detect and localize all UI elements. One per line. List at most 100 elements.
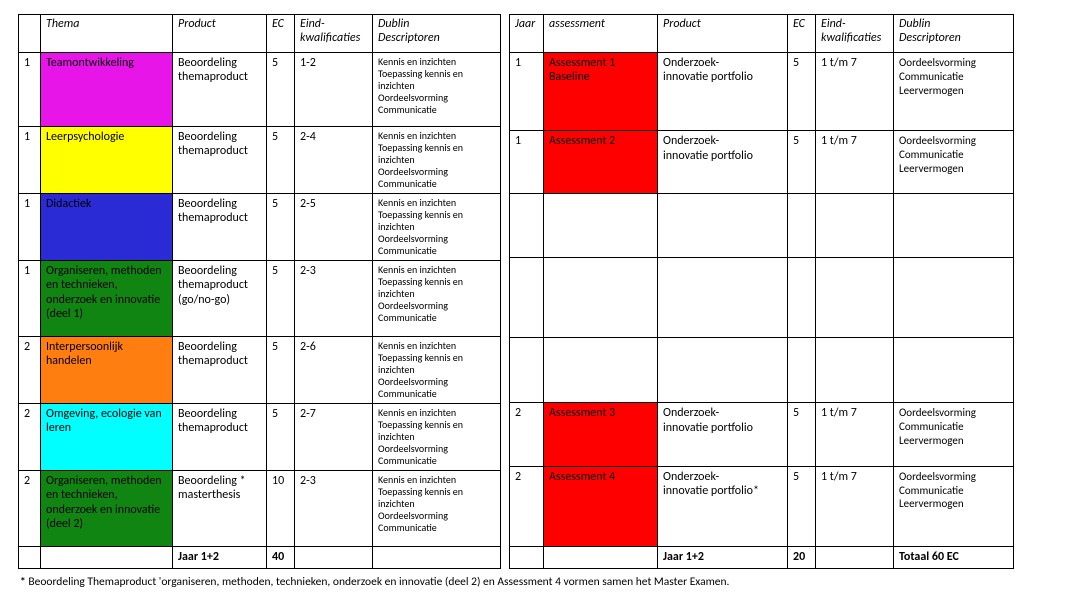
left-cell-num: 1 (19, 127, 41, 194)
left-cell-eind: 2-5 (295, 194, 373, 261)
right-header-row: Jaar assessment Product EC Eind-kwalific… (510, 15, 1014, 53)
left-row: 1DidactiekBeoordelingthemaproduct52-5Ken… (19, 194, 501, 261)
left-header-ec: EC (267, 15, 295, 53)
right-row (510, 257, 1014, 337)
left-cell-num: 2 (19, 471, 41, 547)
right-row: 2Assessment 4Onderzoek-innovatie portfol… (510, 466, 1014, 546)
left-cell-dublin: Kennis en inzichtenToepassing kennis en … (373, 471, 501, 547)
right-header-eind: Eind-kwalificaties (816, 15, 894, 53)
left-cell-dublin: Kennis en inzichtenToepassing kennis en … (373, 261, 501, 337)
right-header-dublin: DublinDescriptoren (894, 15, 1014, 53)
right-cell-eind: 1 t/m 7 (816, 131, 894, 194)
right-cell-dublin: OordeelsvormingCommunicatieLeervermogen (894, 403, 1014, 466)
right-cell-product: Onderzoek-innovatie portfolio (658, 131, 788, 194)
left-cell-dublin: Kennis en inzichtenToepassing kennis en … (373, 337, 501, 404)
left-row: 1LeerpsychologieBeoordelingthemaproduct5… (19, 127, 501, 194)
right-header-assessment: assessment (544, 15, 658, 53)
left-header-eind: Eind-kwalificaties (295, 15, 373, 53)
left-cell-product: Beoordelingthemaproduct (173, 194, 267, 261)
tables-container: Thema Product EC Eind-kwalificaties Dubl… (18, 14, 1050, 569)
right-cell-eind (816, 257, 894, 337)
left-cell-product: Beoordelingthemaproduct (173, 337, 267, 404)
right-cell-product (658, 257, 788, 337)
left-cell-dublin: Kennis en inzichtenToepassing kennis en … (373, 53, 501, 127)
right-cell-product (658, 194, 788, 257)
right-cell-assessment: Assessment 3 (544, 403, 658, 466)
right-cell-assessment: Assessment 2 (544, 131, 658, 194)
left-cell-product: Beoordelingthemaproduct (173, 404, 267, 471)
left-header-product: Product (173, 15, 267, 53)
left-cell-thema: Teamontwikkeling (41, 53, 173, 127)
left-cell-thema: Omgeving, ecologie van leren (41, 404, 173, 471)
right-cell-dublin (894, 257, 1014, 337)
curriculum-left-table: Thema Product EC Eind-kwalificaties Dubl… (18, 14, 501, 569)
right-cell-eind: 1 t/m 7 (816, 403, 894, 466)
right-cell-ec (788, 257, 816, 337)
footnote: * Beoordeling Themaproduct 'organiseren,… (18, 569, 1050, 590)
right-row (510, 194, 1014, 257)
right-summary-blank2 (544, 547, 658, 569)
left-cell-eind: 2-4 (295, 127, 373, 194)
right-summary-blank1 (510, 547, 544, 569)
left-header-dublin: DublinDescriptoren (373, 15, 501, 53)
left-row: 2Interpersoonlijk handelenBeoordelingthe… (19, 337, 501, 404)
right-cell-ec: 5 (788, 403, 816, 466)
left-cell-eind: 1-2 (295, 53, 373, 127)
left-summary-label: Jaar 1+2 (173, 547, 267, 569)
right-summary-label: Jaar 1+2 (658, 547, 788, 569)
right-row: 1Assessment 2Onderzoek-innovatie portfol… (510, 131, 1014, 194)
left-cell-thema: Organiseren, methoden en technieken, ond… (41, 261, 173, 337)
right-header-jaar: Jaar (510, 15, 544, 53)
left-cell-dublin: Kennis en inzichtenToepassing kennis en … (373, 404, 501, 471)
left-cell-ec: 5 (267, 337, 295, 404)
right-cell-assessment: Assessment 4 (544, 466, 658, 546)
right-cell-ec: 5 (788, 53, 816, 131)
left-cell-eind: 2-7 (295, 404, 373, 471)
left-cell-ec: 5 (267, 53, 295, 127)
right-cell-jaar (510, 337, 544, 402)
right-cell-jaar: 1 (510, 131, 544, 194)
right-cell-jaar: 2 (510, 466, 544, 546)
left-cell-num: 1 (19, 53, 41, 127)
left-cell-ec: 5 (267, 261, 295, 337)
right-summary-ec: 20 (788, 547, 816, 569)
left-cell-eind: 2-3 (295, 261, 373, 337)
left-cell-num: 1 (19, 194, 41, 261)
left-cell-dublin: Kennis en inzichtenToepassing kennis en … (373, 194, 501, 261)
footnote-star: * (20, 575, 26, 589)
left-cell-product: Beoordeling *masterthesis (173, 471, 267, 547)
left-header-num (19, 15, 41, 53)
left-cell-product: Beoordelingthemaproduct (173, 127, 267, 194)
left-cell-thema: Organiseren, methoden en technieken, ond… (41, 471, 173, 547)
left-cell-num: 2 (19, 337, 41, 404)
right-cell-dublin: OordeelsvormingCommunicatieLeervermogen (894, 53, 1014, 131)
right-cell-dublin (894, 194, 1014, 257)
right-cell-eind (816, 194, 894, 257)
right-cell-ec: 5 (788, 131, 816, 194)
right-cell-assessment: Assessment 1Baseline (544, 53, 658, 131)
left-row: 2Organiseren, methoden en technieken, on… (19, 471, 501, 547)
left-cell-num: 1 (19, 261, 41, 337)
left-row: 2Omgeving, ecologie van lerenBeoordeling… (19, 404, 501, 471)
right-cell-product: Onderzoek-innovatie portfolio (658, 53, 788, 131)
left-summary-ec: 40 (267, 547, 295, 569)
right-cell-eind: 1 t/m 7 (816, 53, 894, 131)
right-cell-assessment (544, 194, 658, 257)
right-cell-product: Onderzoek-innovatie portfolio* (658, 466, 788, 546)
right-row (510, 337, 1014, 402)
left-cell-eind: 2-3 (295, 471, 373, 547)
left-cell-ec: 5 (267, 194, 295, 261)
right-cell-assessment (544, 337, 658, 402)
right-summary-blank3 (816, 547, 894, 569)
right-cell-dublin: OordeelsvormingCommunicatieLeervermogen (894, 131, 1014, 194)
left-row: 1Organiseren, methoden en technieken, on… (19, 261, 501, 337)
right-cell-ec (788, 194, 816, 257)
right-cell-assessment (544, 257, 658, 337)
right-cell-product: Onderzoek-innovatie portfolio (658, 403, 788, 466)
left-row: 1TeamontwikkelingBeoordelingthemaproduct… (19, 53, 501, 127)
left-summary-blank3 (295, 547, 373, 569)
right-row: 1Assessment 1BaselineOnderzoek-innovatie… (510, 53, 1014, 131)
right-summary-row: Jaar 1+2 20 Totaal 60 EC (510, 547, 1014, 569)
right-cell-jaar (510, 194, 544, 257)
right-cell-ec (788, 337, 816, 402)
